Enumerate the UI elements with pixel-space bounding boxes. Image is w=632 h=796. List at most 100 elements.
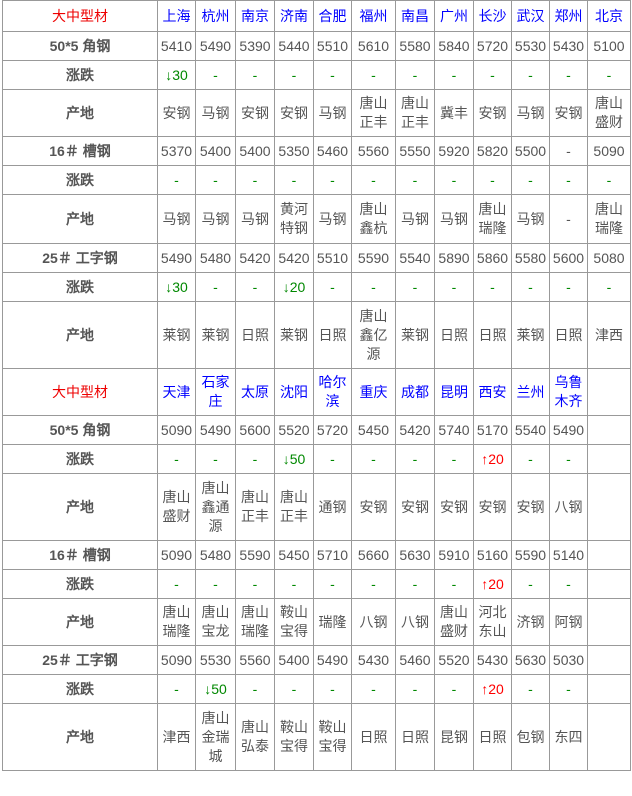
- origin-cell: 莱钢: [274, 301, 314, 369]
- price-cell: 5430: [549, 31, 588, 61]
- change-row: 涨跌 - - - ↓50- - - - ↑20- -: [2, 444, 631, 474]
- price-row: 25＃ 工字钢 5090 5530 5560 5400 5490 5430 5460 5520 5…: [2, 645, 631, 675]
- origin-cell: 唐山鑫通源: [195, 473, 236, 541]
- price-cell: 5490: [157, 243, 196, 273]
- change-cell: -: [195, 569, 236, 599]
- origin-cell: 通钢: [313, 473, 352, 541]
- row-label: 涨跌: [2, 444, 158, 474]
- row-label: 50*5 角钢: [2, 415, 158, 445]
- city-header: 南京: [235, 0, 275, 32]
- origin-cell: [587, 473, 631, 541]
- price-cell: 5090: [157, 645, 196, 675]
- change-cell: -: [395, 569, 435, 599]
- row-label: 产地: [2, 703, 158, 771]
- origin-cell: 八钢: [351, 598, 396, 646]
- city-header: 郑州: [549, 0, 588, 32]
- city-header: 哈尔滨: [313, 368, 352, 416]
- change-cell: -: [434, 569, 474, 599]
- row-label: 涨跌: [2, 569, 158, 599]
- price-cell: 5580: [511, 243, 550, 273]
- price-cell: 5490: [549, 415, 588, 445]
- price-cell: 5030: [549, 645, 588, 675]
- price-cell: 5510: [313, 243, 352, 273]
- city-header: 上海: [157, 0, 196, 32]
- row-label: 涨跌: [2, 165, 158, 195]
- origin-cell: 日照: [473, 703, 512, 771]
- origin-row: 产地 马钢 马钢 马钢 黄河特钢 马钢 唐山鑫杭 马钢 马钢 唐山瑞隆 马钢 - 唐山瑞隆: [2, 194, 631, 244]
- change-cell: -: [157, 674, 196, 704]
- price-cell: 5660: [351, 540, 396, 570]
- change-cell: -: [549, 60, 588, 90]
- origin-row: 产地 莱钢 莱钢 日照 莱钢 日照 唐山鑫亿源 莱钢 日照 日照 莱钢 日照 津西: [2, 301, 631, 369]
- price-cell: 5460: [395, 645, 435, 675]
- price-cell: 5500: [511, 136, 550, 166]
- change-cell: -: [473, 60, 512, 90]
- origin-cell: 马钢: [511, 89, 550, 137]
- price-cell: 5530: [511, 31, 550, 61]
- change-cell: -: [235, 165, 275, 195]
- price-cell: 5820: [473, 136, 512, 166]
- price-cell: 5510: [313, 31, 352, 61]
- change-cell: -: [351, 674, 396, 704]
- price-cell: 5600: [549, 243, 588, 273]
- price-row: 16＃ 槽钢 5090 5480 5590 5450 5710 5660 5630 5910 51…: [2, 540, 631, 570]
- change-cell: -: [274, 569, 314, 599]
- origin-cell: 安钢: [473, 89, 512, 137]
- price-cell: 5080: [587, 243, 631, 273]
- change-row: 涨跌 ↓30- - - - - - - - - - -: [2, 60, 631, 90]
- price-row: 50*5 角钢 5090 5490 5600 5520 5720 5450 5420 5740 5…: [2, 415, 631, 445]
- price-cell: 5090: [157, 540, 196, 570]
- change-cell: -: [395, 60, 435, 90]
- origin-cell: 唐山瑞隆: [235, 598, 275, 646]
- change-cell: -: [395, 272, 435, 302]
- change-cell: -: [549, 272, 588, 302]
- origin-cell: 济钢: [511, 598, 550, 646]
- origin-cell: 唐山正丰: [235, 473, 275, 541]
- price-cell: 5400: [195, 136, 236, 166]
- origin-cell: 鞍山宝得: [274, 703, 314, 771]
- change-cell: -: [274, 674, 314, 704]
- origin-cell: 马钢: [511, 194, 550, 244]
- price-cell: 5590: [511, 540, 550, 570]
- origin-cell: 唐山鑫杭: [351, 194, 396, 244]
- change-cell: -: [195, 272, 236, 302]
- origin-row: 产地 津西 唐山金瑞城 唐山弘泰 鞍山宝得 鞍山宝得 日照 日照 昆钢 日照 包钢 东四: [2, 703, 631, 771]
- city-header: 重庆: [351, 368, 396, 416]
- price-row: 50*5 角钢 5410 5490 5390 5440 5510 5610 5580 5840 5…: [2, 31, 631, 61]
- origin-cell: [587, 703, 631, 771]
- price-row: 16＃ 槽钢 5370 5400 5400 5350 5460 5560 5550 5920 58…: [2, 136, 631, 166]
- origin-cell: 安钢: [511, 473, 550, 541]
- origin-cell: 唐山正丰: [395, 89, 435, 137]
- steel-price-table: 大中型材 上海 杭州 南京 济南 合肥 福州 南昌 广州 长沙 武汉 郑州 北京 50*5 角钢 5410 5…: [2, 0, 631, 771]
- city-header: 广州: [434, 0, 474, 32]
- price-cell: [587, 415, 631, 445]
- origin-cell: 河北东山: [473, 598, 512, 646]
- row-label: 涨跌: [2, 60, 158, 90]
- origin-cell: 安钢: [157, 89, 196, 137]
- price-cell: 5920: [434, 136, 474, 166]
- origin-cell: 安钢: [395, 473, 435, 541]
- origin-cell: 唐山弘泰: [235, 703, 275, 771]
- price-cell: 5450: [351, 415, 396, 445]
- price-cell: 5540: [395, 243, 435, 273]
- price-row: 25＃ 工字钢 5490 5480 5420 5420 5510 5590 5540 5890 5…: [2, 243, 631, 273]
- city-header: 沈阳: [274, 368, 314, 416]
- origin-cell: 瑞隆: [313, 598, 352, 646]
- change-cell: -: [313, 60, 352, 90]
- price-cell: 5450: [274, 540, 314, 570]
- price-cell: 5590: [351, 243, 396, 273]
- change-row: 涨跌 - - - - - - - - ↑20- -: [2, 569, 631, 599]
- price-cell: 5720: [313, 415, 352, 445]
- origin-cell: 唐山盛财: [434, 598, 474, 646]
- origin-cell: 安钢: [434, 473, 474, 541]
- row-label: 产地: [2, 194, 158, 244]
- origin-cell: 马钢: [313, 194, 352, 244]
- city-header: 太原: [235, 368, 275, 416]
- price-cell: 5480: [195, 540, 236, 570]
- origin-cell: 昆钢: [434, 703, 474, 771]
- change-cell: -: [351, 60, 396, 90]
- change-cell: -: [313, 569, 352, 599]
- price-cell: 5430: [351, 645, 396, 675]
- price-cell: 5440: [274, 31, 314, 61]
- change-cell: -: [549, 165, 588, 195]
